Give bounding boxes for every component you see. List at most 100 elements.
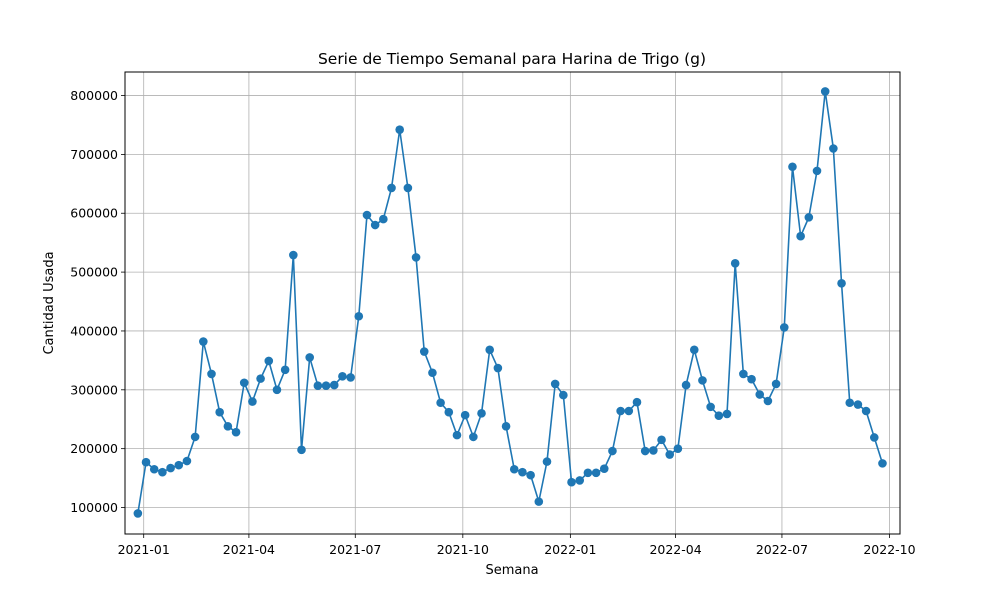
data-point (264, 356, 274, 366)
data-point (133, 509, 143, 518)
chart-title: Serie de Tiempo Semanal para Harina de T… (318, 50, 706, 68)
data-point (501, 421, 511, 431)
data-point (820, 87, 830, 96)
data-point (313, 381, 323, 390)
data-point (542, 457, 552, 466)
data-point (763, 396, 773, 406)
data-point (869, 433, 879, 442)
data-point (878, 459, 887, 468)
data-point (518, 467, 527, 477)
data-point (689, 345, 699, 355)
y-axis-label: Cantidad Usada (42, 251, 57, 354)
data-point (559, 390, 568, 400)
data-point (665, 450, 675, 459)
data-point (256, 374, 265, 383)
data-point (166, 463, 175, 473)
x-tick-label: 2022-01 (544, 542, 596, 557)
data-point (730, 258, 740, 268)
data-point (493, 363, 503, 373)
data-point (509, 464, 519, 474)
data-point (239, 378, 249, 388)
data-point (550, 379, 560, 389)
data-point (444, 407, 454, 417)
data-point (199, 337, 208, 346)
data-point (649, 446, 658, 455)
data-point (714, 411, 724, 421)
data-point (329, 380, 339, 390)
data-point (207, 369, 216, 379)
data-point (657, 435, 666, 445)
data-point (362, 210, 372, 220)
x-tick-label: 2021-07 (329, 542, 381, 557)
data-point (231, 427, 241, 437)
data-point (673, 444, 683, 453)
data-point (681, 380, 691, 390)
data-point (722, 409, 732, 419)
data-point (141, 457, 151, 467)
data-point (272, 385, 282, 395)
data-point (190, 432, 200, 442)
data-point (632, 397, 642, 407)
data-point (403, 183, 413, 193)
data-point (370, 220, 380, 230)
y-tick-label: 100000 (70, 500, 118, 515)
data-point (755, 390, 765, 399)
data-point (436, 398, 445, 408)
data-point (853, 400, 863, 409)
plot-frame (124, 71, 901, 535)
data-point (861, 406, 871, 416)
data-point (248, 397, 257, 406)
x-tick-label: 2021-01 (118, 542, 170, 557)
data-point (387, 183, 396, 193)
data-point (526, 470, 535, 480)
data-point (149, 464, 159, 474)
data-point (804, 213, 814, 222)
data-point (182, 456, 192, 466)
y-tick-label: 700000 (70, 147, 118, 162)
x-axis-ticks: 2021-01 2021-04 2021-07 2021-10 2022-01 2022-… (118, 534, 916, 557)
y-tick-label: 400000 (70, 323, 118, 338)
data-point (624, 406, 634, 416)
data-point (428, 368, 437, 378)
data-point (829, 144, 838, 153)
data-point (575, 476, 585, 485)
y-axis-ticks: 100000 200000 300000 400000 500000 600000 7000… (70, 88, 125, 515)
x-tick-label: 2021-04 (223, 542, 275, 557)
y-tick-label: 200000 (70, 441, 118, 456)
data-point (771, 379, 781, 389)
data-point (477, 409, 486, 418)
y-tick-label: 300000 (70, 382, 118, 397)
data-point (174, 460, 184, 470)
data-point (739, 369, 748, 379)
data-point (395, 125, 404, 134)
series-layer (133, 87, 887, 518)
data-point (305, 353, 314, 362)
data-point (379, 214, 388, 224)
data-point (583, 468, 593, 478)
data-point (346, 373, 355, 382)
data-point (223, 421, 233, 431)
data-point (411, 253, 421, 262)
x-tick-label: 2021-10 (437, 542, 489, 557)
y-tick-label: 800000 (70, 88, 118, 103)
x-tick-label: 2022-10 (863, 542, 915, 557)
data-point (534, 497, 544, 506)
data-point (280, 365, 290, 375)
data-point (354, 311, 364, 321)
data-point (845, 398, 855, 408)
data-point (698, 376, 707, 385)
data-point (779, 323, 789, 332)
data-point (640, 446, 650, 456)
data-point (747, 374, 756, 384)
data-point (419, 347, 429, 356)
data-point (485, 345, 495, 355)
data-point (289, 250, 298, 260)
data-point (567, 477, 576, 487)
data-point (452, 430, 462, 440)
data-point (608, 446, 617, 456)
data-point (215, 407, 224, 417)
data-point (812, 166, 822, 176)
data-point (460, 410, 470, 420)
